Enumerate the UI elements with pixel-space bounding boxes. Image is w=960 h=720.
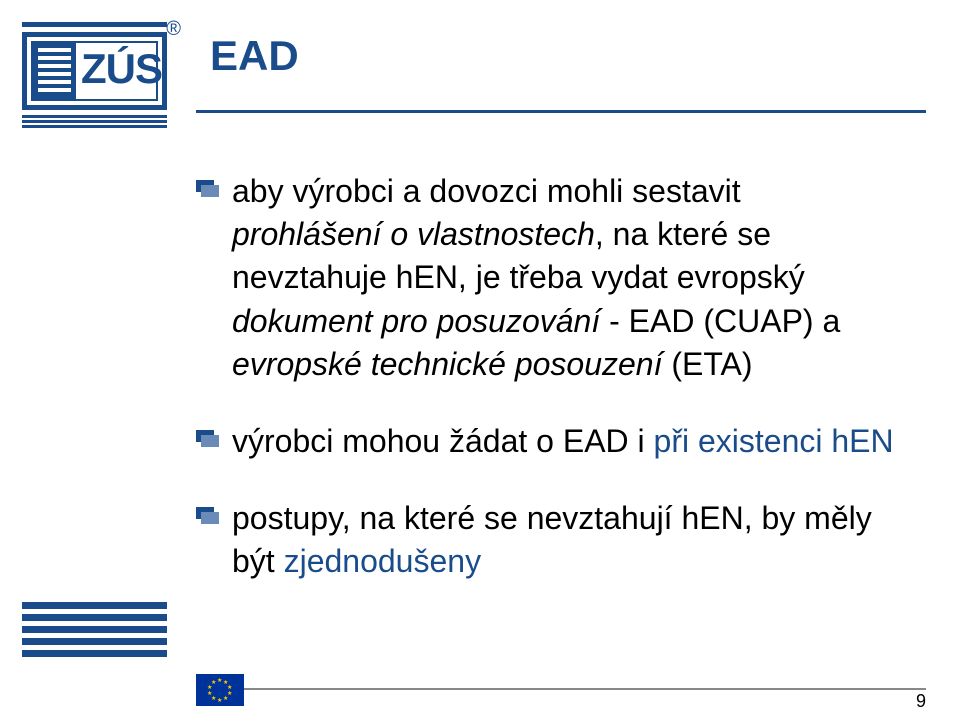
title-underline	[196, 110, 926, 113]
logo-frame: ZÚS	[22, 32, 167, 110]
bullet-marker-icon	[196, 180, 214, 198]
bullet-text: výrobci mohou žádat o EAD i při existenc…	[232, 420, 894, 463]
eu-flag-icon: ★ ★ ★ ★ ★ ★ ★ ★ ★ ★	[196, 674, 244, 706]
bullet-text: aby výrobci a dovozci mohli sestavit pro…	[232, 170, 896, 386]
footer-line	[196, 688, 926, 690]
logo-bottom-stripes	[22, 115, 167, 130]
bullet-item: aby výrobci a dovozci mohli sestavit pro…	[196, 170, 896, 386]
decorative-stripes	[22, 602, 167, 662]
bullet-text: postupy, na které se nevztahují hEN, by …	[232, 497, 896, 583]
logo-text: ZÚS	[81, 48, 162, 90]
logo-top-bar	[22, 22, 167, 27]
registered-mark: ®	[166, 18, 181, 41]
slide-title: EAD	[210, 32, 299, 80]
page-number: 9	[916, 691, 926, 712]
bullet-item: postupy, na které se nevztahují hEN, by …	[196, 497, 896, 583]
bullet-marker-icon	[196, 507, 214, 525]
content-area: aby výrobci a dovozci mohli sestavit pro…	[196, 170, 896, 618]
bullet-marker-icon	[196, 430, 214, 448]
logo: ® ZÚS	[22, 22, 167, 132]
bullet-item: výrobci mohou žádat o EAD i při existenc…	[196, 420, 896, 463]
